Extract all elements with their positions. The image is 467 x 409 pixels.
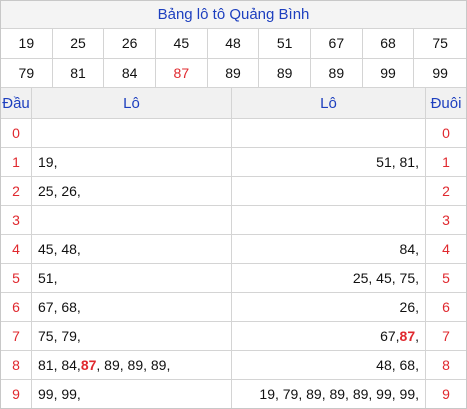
number: 89	[259, 58, 311, 88]
head-list: 51,	[32, 264, 232, 293]
tail-list: 48, 68,	[232, 351, 426, 380]
highlight-number: 87	[80, 357, 97, 373]
number: 67	[311, 29, 363, 59]
head-list: 81, 84, 87, 89, 89, 89,	[32, 351, 232, 380]
column-header: Đầu	[1, 88, 32, 119]
number-list: 51,	[38, 270, 58, 286]
number-list: 75, 79,	[38, 328, 81, 344]
number-list: , 89, 89, 89,	[96, 357, 171, 373]
tail-list: 67, 87,	[232, 322, 426, 351]
tail-list: 51, 81,	[232, 148, 426, 177]
head-digit: 8	[1, 351, 32, 380]
number-list: 84,	[399, 241, 419, 257]
tail-digit: 9	[426, 380, 466, 408]
number: 79	[1, 58, 53, 88]
tail-list: 25, 45, 75,	[232, 264, 426, 293]
number-list: 81, 84,	[38, 357, 81, 373]
tail-list	[232, 177, 426, 206]
number-list: 45, 48,	[38, 241, 81, 257]
number-list: 48, 68,	[376, 357, 419, 373]
number: 25	[52, 29, 105, 59]
highlight-number: 87	[399, 328, 416, 344]
title: Bảng lô tô Quảng Bình	[1, 1, 466, 29]
number: 51	[259, 29, 311, 59]
tail-list: 19, 79, 89, 89, 89, 99, 99,	[232, 380, 426, 408]
column-header: Lô	[32, 88, 232, 119]
number: 45	[156, 29, 208, 59]
tail-digit: 7	[426, 322, 466, 351]
tail-digit: 8	[426, 351, 466, 380]
number-list: 26,	[399, 299, 419, 315]
column-header: Lô	[232, 88, 426, 119]
tail-list: 84,	[232, 235, 426, 264]
number: 99	[362, 58, 415, 88]
number: 99	[414, 58, 466, 88]
tail-digit: 5	[426, 264, 466, 293]
number-list: 67,	[380, 328, 400, 344]
number: 89	[311, 58, 363, 88]
number: 19	[1, 29, 53, 59]
head-list: 45, 48,	[32, 235, 232, 264]
head-digit: 9	[1, 380, 32, 408]
number: 84	[104, 58, 156, 88]
tail-list	[232, 206, 426, 235]
number-list: 99, 99,	[38, 386, 81, 402]
tail-digit: 2	[426, 177, 466, 206]
tail-digit: 0	[426, 119, 466, 148]
number: 87	[156, 58, 208, 88]
head-list: 19,	[32, 148, 232, 177]
number-list: 19, 79, 89, 89, 89, 99, 99,	[259, 386, 419, 402]
tail-digit: 1	[426, 148, 466, 177]
number: 81	[52, 58, 105, 88]
head-list: 25, 26,	[32, 177, 232, 206]
head-digit: 2	[1, 177, 32, 206]
number: 48	[207, 29, 260, 59]
head-digit: 6	[1, 293, 32, 322]
number: 68	[362, 29, 415, 59]
tail-digit: 6	[426, 293, 466, 322]
number: 75	[414, 29, 466, 59]
head-list: 99, 99,	[32, 380, 232, 408]
column-header: Đuôi	[426, 88, 466, 119]
tail-digit: 4	[426, 235, 466, 264]
head-digit: 3	[1, 206, 32, 235]
tail-list: 26,	[232, 293, 426, 322]
head-digit: 1	[1, 148, 32, 177]
number: 26	[104, 29, 156, 59]
head-digit: 5	[1, 264, 32, 293]
number-list: 25, 45, 75,	[352, 270, 419, 286]
head-digit: 4	[1, 235, 32, 264]
head-list: 67, 68,	[32, 293, 232, 322]
head-digit: 7	[1, 322, 32, 351]
number-list: 51, 81,	[376, 154, 419, 170]
number: 89	[207, 58, 260, 88]
number-list: 67, 68,	[38, 299, 81, 315]
head-list: 75, 79,	[32, 322, 232, 351]
head-list	[32, 206, 232, 235]
number-list: 19,	[38, 154, 58, 170]
head-list	[32, 119, 232, 148]
tail-digit: 3	[426, 206, 466, 235]
number-list: ,	[415, 328, 419, 344]
head-digit: 0	[1, 119, 32, 148]
tail-list	[232, 119, 426, 148]
number-list: 25, 26,	[38, 183, 81, 199]
